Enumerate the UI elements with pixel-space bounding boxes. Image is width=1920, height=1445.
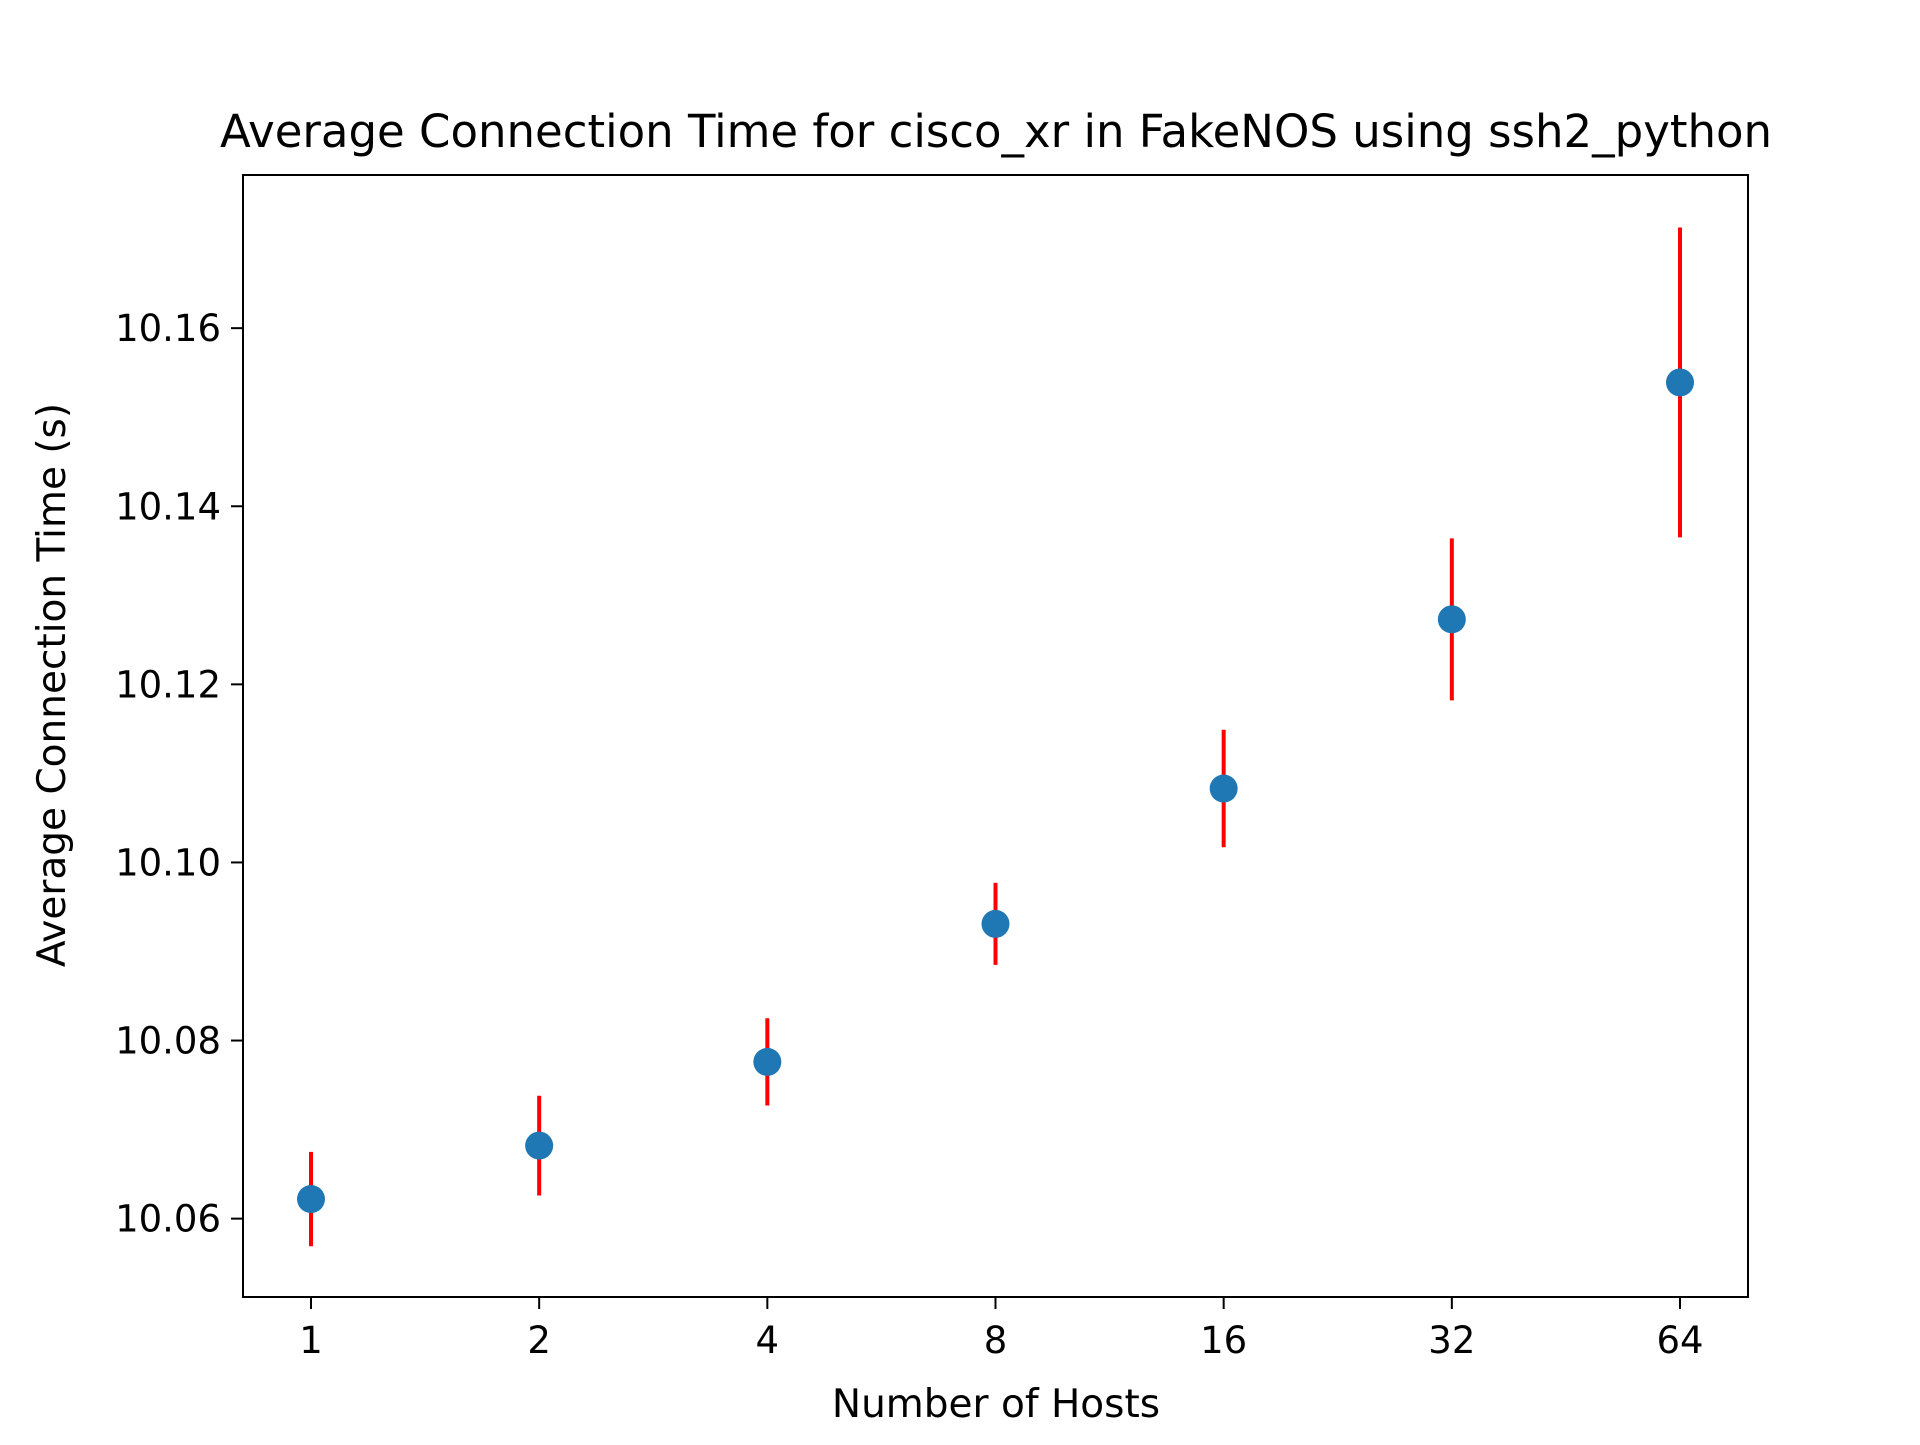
data-point [525,1131,554,1160]
x-tick-label: 16 [1200,1319,1247,1362]
x-tick-label: 64 [1656,1319,1703,1362]
data-point [981,909,1010,938]
y-tick-label: 10.08 [115,1020,221,1063]
data-point [1437,605,1466,634]
data-point [753,1047,782,1076]
plot-layer: 10.06 10.08 10.10 10.12 10.14 10.16 1 2 4 8 16 32 64 [115,227,1704,1362]
x-tick-label: 32 [1428,1319,1475,1362]
data-point [1209,774,1238,803]
y-tick-label: 10.10 [115,841,221,884]
y-tick-label: 10.06 [115,1198,221,1241]
x-axis-label: Number of Hosts [832,1382,1160,1427]
plot-frame [242,174,1749,1298]
chart-title: Average Connection Time for cisco_xr in … [220,105,1772,158]
y-axis-label: Average Connection Time (s) [30,403,75,967]
y-tick-label: 10.14 [115,485,221,528]
y-tick-label: 10.12 [115,663,221,706]
x-tick-label: 2 [527,1319,551,1362]
y-tick-label: 10.16 [115,307,221,350]
x-tick-label: 1 [299,1319,323,1362]
data-point [1666,368,1694,397]
data-point [297,1185,325,1214]
x-tick-label: 4 [756,1319,780,1362]
x-tick-label: 8 [984,1319,1008,1362]
